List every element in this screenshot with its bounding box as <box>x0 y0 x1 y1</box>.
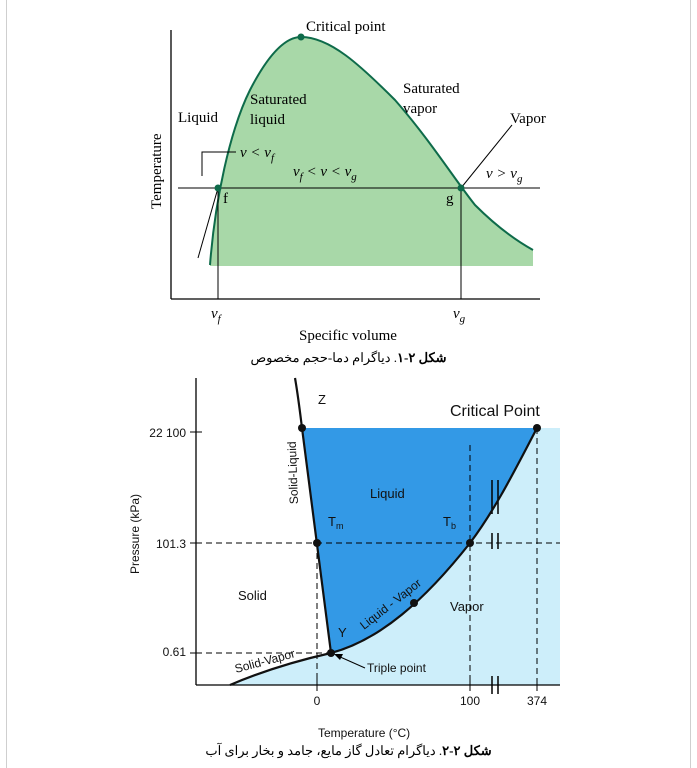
saturated-vapor-label-1: Saturated <box>403 81 460 97</box>
figure-2-caption-number: شکل ۲-۲ <box>442 743 492 758</box>
figure-1-caption-number: شکل ۲-۱ <box>397 350 447 365</box>
saturated-liquid-label-2: liquid <box>250 112 286 128</box>
axis-break-marks <box>491 480 499 694</box>
tb-label: Tb <box>443 514 456 531</box>
vapor-pointer-line <box>460 124 513 189</box>
figure-1-caption-text: . دیاگرام دما-حجم مخصوص <box>250 350 398 365</box>
compressed-liquid-line <box>197 187 219 259</box>
y-tick-22100: 22 100 <box>149 426 186 440</box>
y-axis-label: Temperature <box>149 133 165 209</box>
z-point-marker <box>298 424 306 432</box>
tick-marks <box>190 431 538 691</box>
critical-point-marker-2 <box>533 424 541 432</box>
x-axis-label: Specific volume <box>299 328 397 344</box>
vapor-region-fill <box>230 428 560 685</box>
two-phase-dome-fill <box>210 37 533 266</box>
v-gt-vg-label: v > vg <box>486 166 523 185</box>
point-f-marker <box>214 184 222 192</box>
x-tick-100: 100 <box>460 694 480 708</box>
triple-point-arrowhead <box>334 654 343 660</box>
y-tick-0-61: 0.61 <box>163 645 187 659</box>
point-g-marker <box>457 184 465 192</box>
triple-point-marker <box>327 649 335 657</box>
axis-vg-label: vg <box>453 306 466 325</box>
point-g-label: g <box>446 191 454 207</box>
v-lt-vf-pointer <box>201 151 236 176</box>
right-frame-line <box>690 0 691 768</box>
boiling-point-marker <box>466 539 474 547</box>
liquid-vapor-point-marker <box>410 599 418 607</box>
triple-point-arrow <box>337 655 366 669</box>
x-tick-0: 0 <box>314 694 321 708</box>
x-tick-374: 374 <box>527 694 547 708</box>
z-label: Z <box>318 392 326 407</box>
axis-vf-label: vf <box>211 306 223 325</box>
vf-v-vg-label: vf < v < vg <box>293 164 357 183</box>
left-frame-line <box>6 0 7 768</box>
tm-label: Tm <box>328 514 343 531</box>
figure-2-caption-text: . دیاگرام تعادل گاز مایع، جامد و بخار بر… <box>205 743 443 758</box>
triple-point-label: Triple point <box>367 661 427 675</box>
vapor-region-label: Vapor <box>510 111 546 127</box>
critical-point-marker <box>297 33 305 41</box>
liquid-region-label: Liquid <box>178 110 218 126</box>
point-f-label: f <box>223 191 228 207</box>
figure-1-caption: شکل ۲-۱. دیاگرام دما-حجم مخصوص <box>0 350 697 366</box>
saturation-dome-curve <box>209 35 534 266</box>
liquid-region-fill <box>302 428 537 653</box>
v-lt-vf-label: v < vf <box>240 145 276 164</box>
solid-vapor-curve <box>229 651 332 687</box>
solid-liquid-label: Solid-Liquid <box>285 441 301 504</box>
melting-point-marker <box>313 539 321 547</box>
solid-label: Solid <box>238 588 267 603</box>
figure-2-caption: شکل ۲-۲. دیاگرام تعادل گاز مایع، جامد و … <box>0 743 697 759</box>
y-tick-101-3: 101.3 <box>156 537 186 551</box>
vapor-label: Vapor <box>450 599 484 614</box>
y-point-label: Y <box>338 625 347 640</box>
pressure-axis-label: Pressure (kPa) <box>128 494 142 574</box>
critical-point-label: Critical point <box>306 19 386 35</box>
critical-point-label-2: Critical Point <box>450 403 540 420</box>
saturated-liquid-label-1: Saturated <box>250 92 307 108</box>
temperature-axis-label: Temperature (°C) <box>318 726 410 740</box>
liquid-label: Liquid <box>370 486 405 501</box>
saturated-vapor-label-2: vapor <box>403 101 437 117</box>
